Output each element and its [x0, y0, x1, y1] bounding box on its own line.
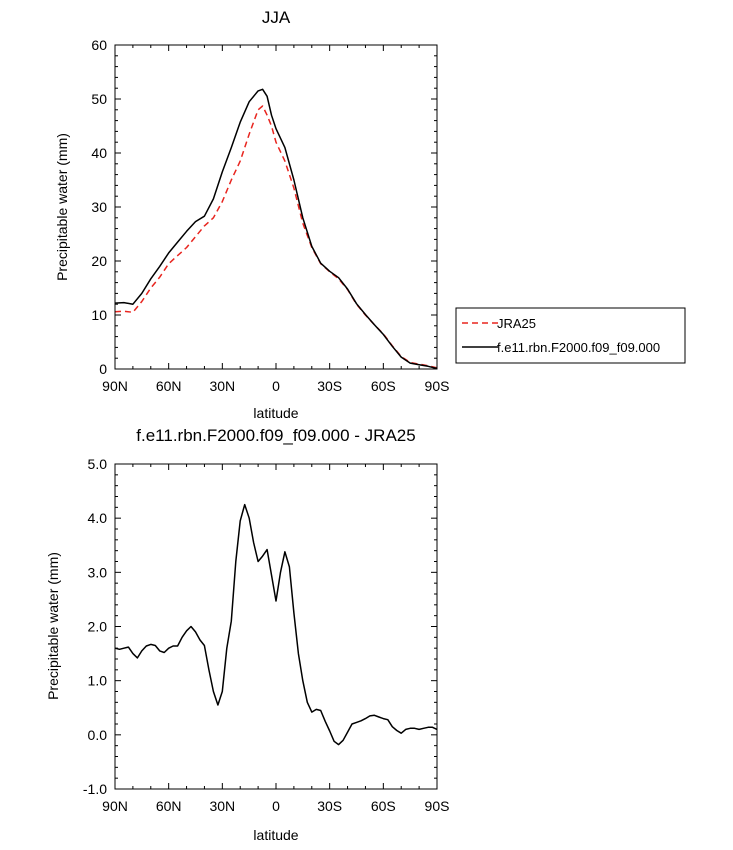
x-tick-label: 90N [102, 378, 128, 394]
x-tick-label: 90S [425, 798, 450, 814]
y-tick-label: -1.0 [83, 781, 107, 797]
x-tick-label: 0 [272, 378, 280, 394]
x-tick-label: 0 [272, 798, 280, 814]
bottom-chart-title: f.e11.rbn.F2000.f09_f09.000 - JRA25 [136, 426, 415, 445]
x-tick-label: 30S [317, 378, 342, 394]
bottom-chart: f.e11.rbn.F2000.f09_f09.000 - JRA25 90N 6… [45, 426, 449, 843]
bottom-chart-xlabel: latitude [253, 827, 298, 843]
y-tick-label: 60 [91, 37, 107, 53]
x-tick-label: 30S [317, 798, 342, 814]
bottom-chart-tick-labels: 90N 60N 30N 0 30S 60S 90S -1.0 0.0 1.0 2.0 3.0 4.0 5.… [83, 456, 450, 814]
bottom-chart-lines [114, 503, 438, 746]
top-chart-xlabel: latitude [253, 405, 298, 421]
legend-label-jra25: JRA25 [497, 316, 536, 331]
legend-box [455, 307, 686, 364]
top-chart-frame [114, 44, 438, 370]
y-tick-label: 20 [91, 253, 107, 269]
y-tick-label: 4.0 [88, 510, 108, 526]
y-tick-label: 5.0 [88, 456, 108, 472]
y-tick-label: 1.0 [88, 673, 108, 689]
top-chart: JJA 90N 60N 30N 0 30S 60S 90S 0 10 20 30 40 50 60 lat… [54, 8, 686, 421]
legend: JRA25 f.e11.rbn.F2000.f09_f09.000 [455, 307, 686, 364]
x-tick-label: 30N [209, 798, 235, 814]
top-chart-ticks [114, 44, 438, 370]
top-chart-ylabel: Precipitable water (mm) [54, 133, 70, 281]
y-tick-label: 3.0 [88, 564, 108, 580]
x-tick-label: 90S [425, 378, 450, 394]
bottom-chart-frame [114, 463, 438, 790]
x-tick-label: 60S [371, 798, 396, 814]
top-chart-tick-labels: 90N 60N 30N 0 30S 60S 90S 0 10 20 30 40 50 60 [91, 37, 449, 394]
bottom-chart-ticks [114, 463, 438, 790]
x-tick-label: 30N [209, 378, 235, 394]
top-chart-title: JJA [262, 8, 291, 27]
top-chart-lines [114, 88, 438, 370]
y-tick-label: 30 [91, 199, 107, 215]
y-tick-label: 0 [99, 361, 107, 377]
y-tick-label: 10 [91, 307, 107, 323]
x-tick-label: 60S [371, 378, 396, 394]
y-tick-label: 2.0 [88, 619, 108, 635]
x-tick-label: 90N [102, 798, 128, 814]
y-tick-label: 50 [91, 91, 107, 107]
y-tick-label: 0.0 [88, 727, 108, 743]
bottom-chart-ylabel: Precipitable water (mm) [45, 552, 61, 700]
x-tick-label: 60N [156, 798, 182, 814]
series-line-0 [114, 105, 438, 369]
x-tick-label: 60N [156, 378, 182, 394]
legend-label-model: f.e11.rbn.F2000.f09_f09.000 [497, 340, 660, 355]
series-line-1 [114, 88, 438, 370]
y-tick-label: 40 [91, 145, 107, 161]
series-line-0 [114, 503, 438, 746]
